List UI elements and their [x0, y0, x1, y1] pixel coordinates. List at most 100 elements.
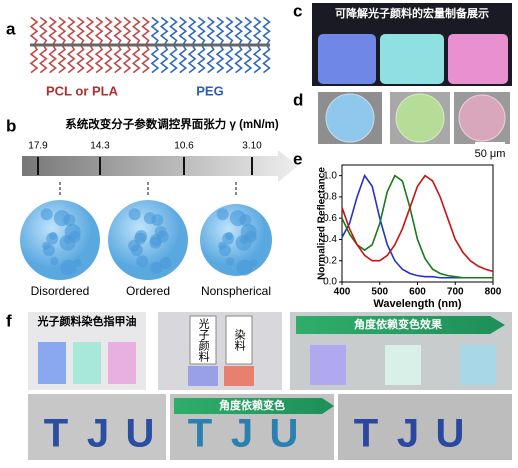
chain [197, 44, 206, 74]
domain [151, 214, 164, 227]
banner-arrow [296, 316, 505, 334]
domain [49, 231, 58, 240]
chain [187, 44, 197, 74]
chain [38, 44, 48, 74]
chain [76, 16, 85, 46]
chain [113, 44, 123, 74]
photo [158, 312, 282, 390]
microsphere [325, 93, 375, 143]
jar [380, 34, 444, 84]
domain [218, 241, 227, 250]
chain [215, 16, 225, 46]
chain [122, 16, 132, 46]
x-tick-label: 700 [447, 287, 464, 298]
state-label: Ordered [126, 284, 170, 298]
chain [234, 44, 243, 74]
domain [244, 230, 257, 243]
y-axis-label: Normalized Reflectance [317, 167, 328, 280]
chain [262, 16, 271, 46]
bottle-text: 染料 [233, 328, 246, 352]
chain [224, 44, 234, 74]
domain [128, 208, 141, 221]
state-label: Nonspherical [201, 284, 271, 298]
spectrum-line [341, 174, 494, 273]
domain [63, 214, 76, 227]
domain [50, 257, 59, 266]
photo [28, 394, 166, 460]
panel-label: a [6, 19, 16, 38]
chain [178, 44, 188, 74]
microsphere [395, 93, 445, 143]
pigment-letter: J [231, 412, 253, 456]
chain [169, 16, 178, 46]
chain [38, 16, 48, 46]
x-tick-label: 400 [334, 287, 351, 298]
chain [215, 44, 225, 74]
pigment-letter: U [126, 412, 155, 456]
chain [187, 16, 197, 46]
chain [85, 44, 95, 74]
jar [318, 34, 376, 84]
domain [40, 208, 53, 221]
domain [42, 241, 51, 250]
chain [252, 44, 262, 74]
panel-label: f [6, 311, 12, 330]
chain [178, 16, 188, 46]
pigment-letter: T [354, 412, 378, 456]
y-tick-label: 0.8 [323, 192, 337, 203]
bottle-text: 光子颜料 [197, 317, 210, 363]
chain [141, 16, 150, 46]
plot-frame [341, 164, 494, 283]
panel-label: c [293, 1, 302, 20]
photo-title: 光子颜料染色指甲油 [37, 314, 137, 328]
chain [169, 44, 178, 74]
spectrum-line [341, 174, 493, 279]
domain [60, 259, 77, 276]
bottle [224, 366, 254, 386]
domain [156, 230, 169, 243]
polymer-chains [29, 16, 271, 74]
domain [159, 257, 172, 270]
bottle-label [225, 315, 253, 365]
domain [216, 208, 229, 221]
domain [226, 257, 235, 266]
scale-label: 14.3 [90, 141, 110, 152]
chain [104, 44, 113, 74]
scale-label: 17.9 [28, 141, 48, 152]
panel-label: e [293, 149, 302, 168]
chain [76, 44, 85, 74]
chain [57, 16, 67, 46]
x-axis-label: Wavelength (nm) [373, 298, 462, 310]
bottle [310, 345, 346, 385]
bottle [460, 345, 496, 385]
chain [234, 16, 243, 46]
pigment-letter: T [188, 412, 212, 456]
bottle-label [189, 315, 217, 365]
chain [94, 44, 104, 74]
banner-text: 角度依赖变色效果 [354, 317, 442, 331]
chain [206, 16, 216, 46]
y-tick-label: 0.0 [323, 277, 337, 288]
chain [94, 16, 104, 46]
chain [48, 44, 57, 74]
pigment-letter: J [397, 412, 419, 456]
photo [338, 394, 512, 460]
domain [236, 259, 253, 276]
panel-label: b [6, 116, 16, 135]
chain [66, 16, 76, 46]
jar [448, 34, 508, 84]
pigment-letter: U [270, 412, 299, 456]
chain [262, 44, 271, 74]
x-tick-label: 500 [371, 287, 388, 298]
gradient-arrow [22, 150, 298, 182]
scale-label: 3.10 [242, 141, 262, 152]
chain [197, 16, 206, 46]
domain [135, 229, 148, 242]
bottle [38, 342, 66, 384]
y-tick-label: 0.6 [323, 213, 337, 224]
block-name: PCL or PLA [46, 83, 119, 98]
domain [150, 261, 163, 274]
chain [224, 16, 234, 46]
banner-arrow [174, 398, 334, 414]
